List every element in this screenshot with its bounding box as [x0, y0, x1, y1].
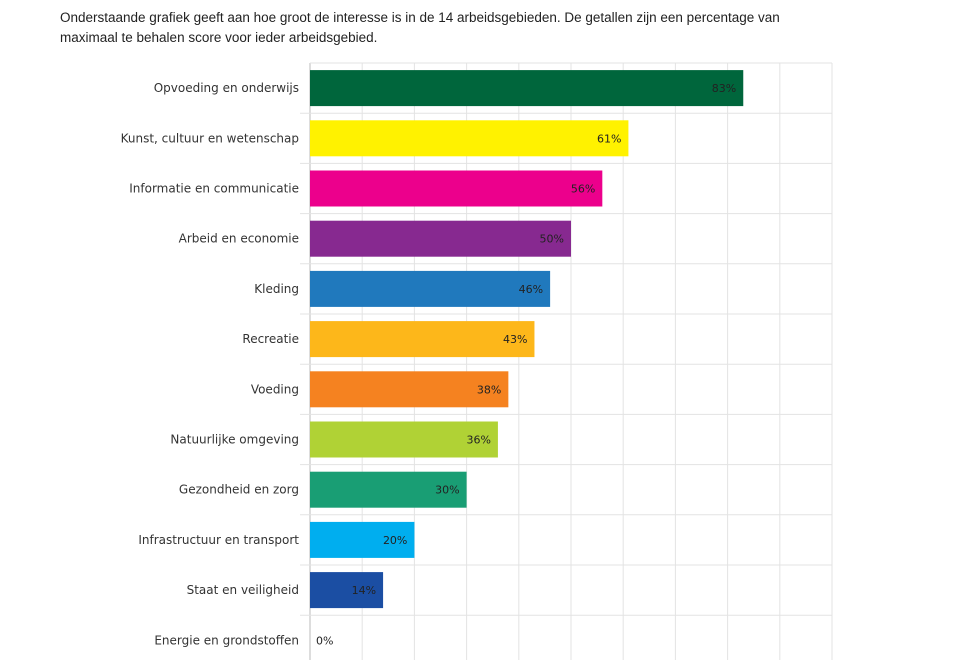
category-label: Kleding — [254, 282, 299, 296]
chart-grid — [300, 62, 833, 660]
category-label: Arbeid en economie — [179, 232, 299, 246]
chart-bars — [310, 70, 744, 609]
bar — [310, 521, 415, 558]
bar — [310, 421, 498, 458]
bar — [310, 471, 467, 508]
data-label: 50% — [540, 233, 564, 246]
category-label: Voeding — [251, 382, 299, 396]
category-label: Infrastructuur en transport — [138, 533, 299, 547]
category-label: Opvoeding en onderwijs — [154, 81, 299, 95]
bar — [310, 70, 744, 107]
category-label: Natuurlijke omgeving — [170, 433, 299, 447]
bar — [310, 170, 603, 207]
data-label: 20% — [383, 534, 407, 547]
category-label: Informatie en communicatie — [129, 182, 299, 196]
data-label: 30% — [435, 484, 459, 497]
data-label: 61% — [597, 132, 621, 145]
chart-data-labels: 83% 61% 56% 50% 46% 43% 38% 36% 30% 20% 14% 0% — [316, 82, 736, 647]
category-label: Gezondheid en zorg — [179, 483, 299, 497]
data-label: 36% — [466, 434, 490, 447]
bar — [310, 270, 551, 307]
data-label: 46% — [519, 283, 543, 296]
intro-line-2: maximaal te behalen score voor ieder arb… — [60, 30, 378, 45]
data-label: 83% — [712, 82, 736, 95]
data-label: 38% — [477, 383, 501, 396]
data-label: 56% — [571, 183, 595, 196]
bar — [310, 371, 509, 408]
chart-category-labels: Opvoeding en onderwijs Kunst, cultuur en … — [121, 81, 300, 647]
intro-line-1: Onderstaande grafiek geeft aan hoe groot… — [60, 10, 780, 25]
category-label: Energie en grondstoffen — [154, 633, 299, 647]
data-label: 14% — [352, 584, 376, 597]
bar — [310, 572, 384, 609]
bar — [310, 321, 535, 358]
data-label: 43% — [503, 333, 527, 346]
bar — [310, 120, 629, 157]
data-label: 0% — [316, 634, 333, 647]
category-label: Recreatie — [242, 332, 299, 346]
bar — [310, 220, 571, 257]
category-label: Staat en veiligheid — [187, 583, 299, 597]
intro-text: Onderstaande grafiek geeft aan hoe groot… — [60, 8, 880, 48]
category-label: Kunst, cultuur en wetenschap — [121, 131, 299, 145]
